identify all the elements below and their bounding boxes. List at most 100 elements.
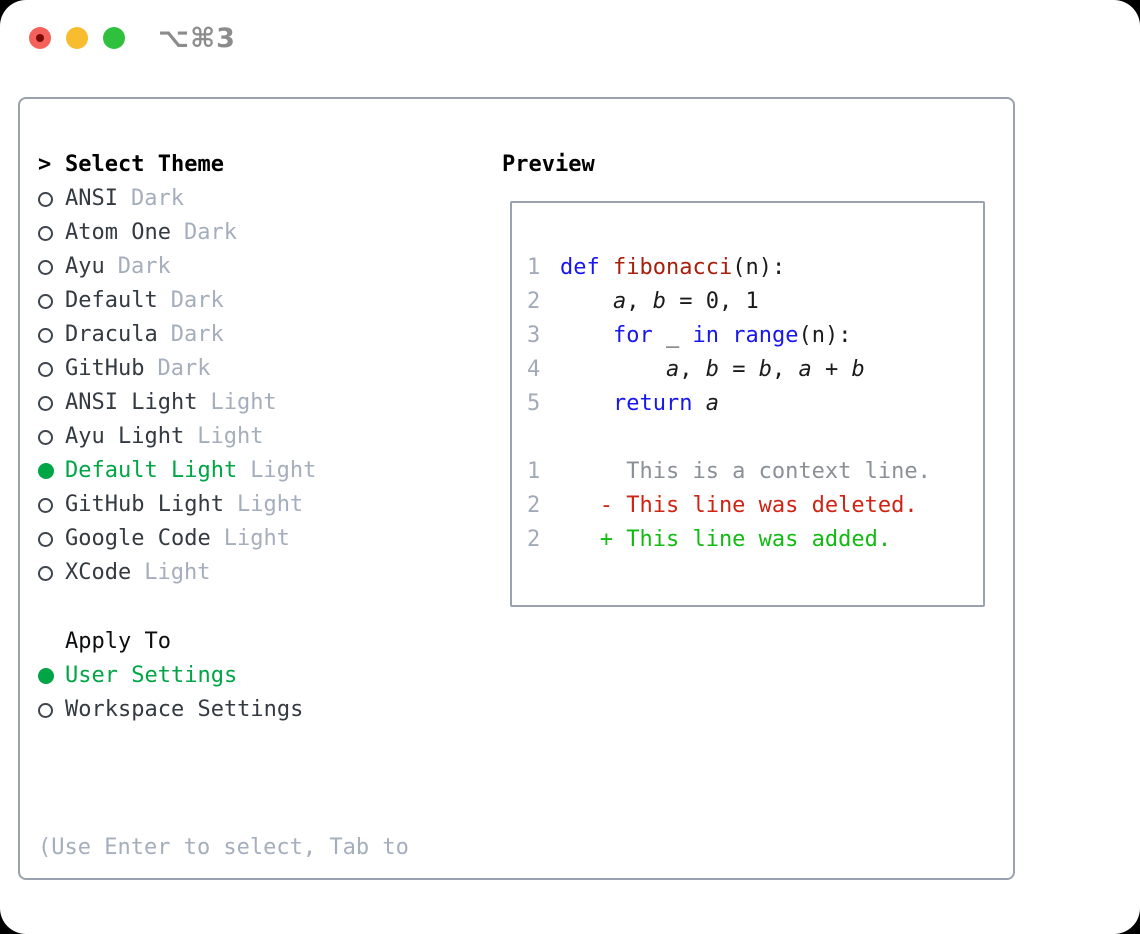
theme-option-dracula[interactable]: Dracula Dark [38,318,409,352]
close-button[interactable] [29,27,51,49]
theme-name: ANSI Light [65,390,198,415]
theme-option-atom-one[interactable]: Atom One Dark [38,216,409,250]
code-token [560,357,666,382]
theme-option-ansi-light[interactable]: ANSI Light Light [38,386,409,420]
code-token: b [652,289,666,314]
apply-option-workspace-settings[interactable]: Workspace Settings [38,693,409,727]
theme-option-default[interactable]: Default Dark [38,284,409,318]
code-token: a [705,391,719,416]
radio-marker [38,361,65,377]
code-token: def [560,255,600,280]
theme-option-ayu[interactable]: Ayu Dark [38,250,409,284]
radio-icon [38,361,53,377]
theme-variant: Light [236,492,304,517]
radio-marker [38,191,65,207]
radio-icon [38,565,53,581]
theme-option-github-light[interactable]: GitHub Light Light [38,488,409,522]
radio-icon [38,191,53,207]
code-token: (n): [732,255,786,280]
theme-variant: Light [223,526,290,551]
theme-variant: Light [197,424,264,449]
apply-option-user-settings[interactable]: User Settings [38,659,409,693]
code-text: return a [560,387,719,421]
theme-variant: Dark [117,254,171,279]
code-token: , [771,357,799,382]
theme-option-default-light[interactable]: Default Light Light [38,454,409,488]
code-token [560,391,613,416]
code-token: , [626,289,653,314]
code-token: for [612,323,653,348]
traffic-lights [29,27,125,49]
code-token: b [705,357,719,382]
theme-variant: Dark [130,186,184,211]
code-line: 3 for _ in range(n): [527,319,973,353]
theme-option-xcode[interactable]: XCode Light [38,556,409,590]
theme-list: ANSI Dark Atom One Dark Ayu Dark Default Dark Dr… [38,182,409,590]
theme-option-ayu-light[interactable]: Ayu Light Light [38,420,409,454]
code-token: , [679,357,706,382]
theme-variant: Dark [157,356,211,381]
select-theme-header-row: > Select Theme [38,148,409,182]
diff-text: This is a context line. [560,459,931,484]
line-number: 1 [527,255,541,280]
preview-header: Preview [502,152,595,177]
focus-cursor-icon: > [38,152,52,177]
code-text: for _ in range(n): [560,319,851,353]
code-line: 5 return a [527,387,973,421]
hint-line-1: (Use Enter to select, Tab to [38,835,409,860]
window-title: ⌥⌘3 [158,22,236,54]
radio-icon [38,702,53,718]
code-token: in [692,323,719,348]
code-token: a [798,357,812,382]
theme-name: Google Code [65,526,211,551]
radio-marker [38,395,65,411]
keyboard-hint: (Use Enter to select, Tab to change focu… [38,763,409,934]
radio-icon [38,327,53,343]
radio-icon [38,497,53,513]
apply-to-header: Apply To [65,629,171,654]
theme-name: Ayu [65,254,105,279]
theme-variant: Dark [170,322,224,347]
theme-variant: Light [250,458,317,483]
radio-marker [38,702,65,718]
diff-line-context: 1 This is a context line. [527,455,973,489]
theme-name: Default Light [65,458,238,483]
radio-marker [38,293,65,309]
radio-selected-icon [38,463,54,479]
code-text: a, b = b, a + b [560,353,865,387]
theme-name: Ayu Light [65,424,185,449]
code-token: + [811,357,852,382]
radio-marker [38,565,65,581]
theme-option-github[interactable]: GitHub Dark [38,352,409,386]
code-token [692,391,705,416]
code-token: = [718,357,759,382]
theme-variant: Dark [183,220,237,245]
theme-option-ansi[interactable]: ANSI Dark [38,182,409,216]
titlebar: ⌥⌘3 [0,0,1140,76]
theme-name: GitHub [65,356,145,381]
theme-variant: Light [210,390,277,415]
code-token: _ [652,323,693,348]
radio-icon [38,293,53,309]
apply-to-list: User Settings Workspace Settings [38,659,409,727]
code-token: return [612,391,693,416]
diff-text: + This line was added. [560,527,892,552]
minimize-button[interactable] [66,27,88,49]
line-number: 2 [527,527,541,552]
theme-option-google-code[interactable]: Google Code Light [38,522,409,556]
radio-icon [38,531,53,547]
diff-line-deleted: 2 - This line was deleted. [527,489,973,523]
radio-marker [38,259,65,275]
theme-name: Dracula [65,322,158,347]
line-number: 1 [527,459,541,484]
code-token: a [665,357,680,382]
radio-marker [38,327,65,343]
radio-icon [38,225,53,241]
radio-icon [38,429,53,445]
zoom-button[interactable] [103,27,125,49]
radio-marker [38,225,65,241]
theme-name: Atom One [65,220,171,245]
